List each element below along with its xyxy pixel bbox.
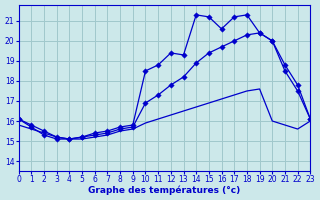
X-axis label: Graphe des températures (°c): Graphe des températures (°c) (88, 186, 241, 195)
